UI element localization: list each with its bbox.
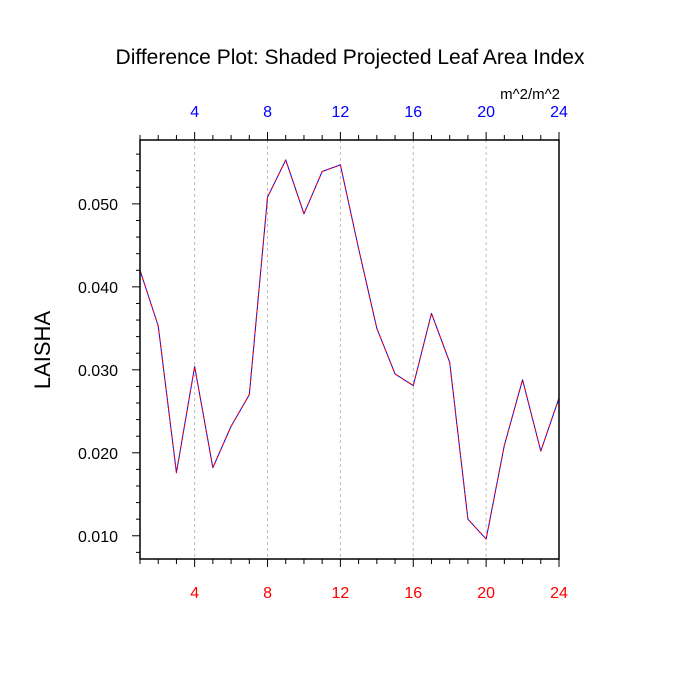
x-gridlines [194,140,487,559]
ticks [132,132,560,567]
y-tick-label: 0.050 [78,197,118,214]
y-axis-title: LAISHA [30,311,55,390]
series-layer [139,159,560,540]
x-tick-label-top: 16 [404,104,422,121]
series-line-red [139,159,560,540]
x-tick-label-bottom: 4 [190,585,199,602]
x-tick-label-bottom: 16 [404,585,422,602]
y-tick-label: 0.010 [78,529,118,546]
x-tick-label-top: 24 [550,104,568,121]
units-label: m^2/m^2 [500,86,560,103]
y-tick-label: 0.040 [78,280,118,297]
x-tick-label-top: 8 [263,104,272,121]
x-tick-label-top: 12 [331,104,349,121]
series-line-blue [139,159,560,540]
x-tick-label-top: 4 [190,104,199,121]
y-tick-label: 0.020 [78,446,118,463]
x-tick-label-bottom: 24 [550,585,568,602]
plot-frame [139,139,560,560]
x-tick-label-bottom: 12 [331,585,349,602]
x-tick-label-bottom: 20 [477,585,495,602]
x-tick-label-top: 20 [477,104,495,121]
axes [139,139,560,560]
x-tick-label-bottom: 8 [263,585,272,602]
chart-title: Difference Plot: Shaded Projected Leaf A… [116,46,585,69]
y-tick-label: 0.030 [78,363,118,380]
tick-labels: 4 4 8 8 12 12 16 16 20 20 24 24 0.010 0.020 0.030 0.040… [78,104,568,602]
